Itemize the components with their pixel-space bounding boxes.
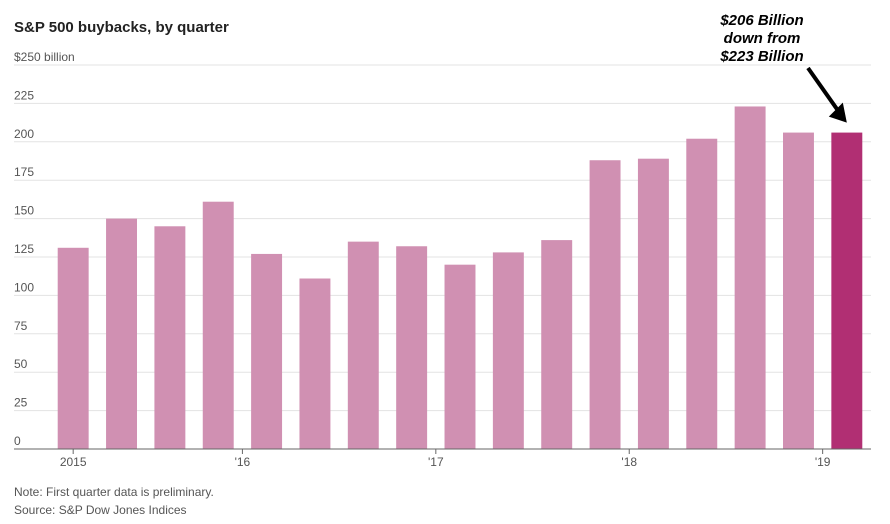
y-tick-label: 200 — [14, 127, 34, 141]
bar — [589, 160, 621, 449]
x-tick-label: '16 — [235, 455, 251, 469]
annotation: down from — [724, 30, 801, 47]
bar — [831, 132, 863, 450]
bar — [686, 138, 718, 449]
y-tick-label: 100 — [14, 280, 34, 294]
x-tick-label: '17 — [428, 455, 444, 469]
y-tick-label: $250 billion — [14, 50, 75, 64]
y-tick-label: 0 — [14, 434, 21, 448]
source: Source: S&P Dow Jones Indices — [14, 503, 187, 517]
x-tick-label: '19 — [815, 455, 831, 469]
annotation-arrow — [806, 66, 843, 116]
y-tick-label: 50 — [14, 357, 28, 371]
annotation: $206 Billion — [719, 12, 803, 29]
y-tick-label: 225 — [14, 88, 34, 102]
y-tick-label: 125 — [14, 242, 34, 256]
bar — [347, 241, 379, 449]
y-tick-label: 150 — [14, 204, 34, 218]
x-tick-label: '18 — [621, 455, 637, 469]
bar — [734, 106, 766, 450]
bar — [444, 264, 476, 449]
chart-title: S&P 500 buybacks, by quarter — [14, 19, 229, 36]
bar — [396, 246, 428, 449]
x-tick-label: 2015 — [60, 455, 87, 469]
bar — [202, 201, 234, 449]
note: Note: First quarter data is preliminary. — [14, 485, 214, 499]
bar — [782, 132, 814, 450]
y-tick-label: 175 — [14, 165, 34, 179]
bar — [299, 278, 331, 449]
annotation: $223 Billion — [719, 48, 803, 65]
bar — [57, 247, 89, 449]
bar — [106, 218, 138, 449]
bar — [492, 252, 524, 449]
annotation-arrowhead — [828, 102, 847, 123]
y-tick-label: 75 — [14, 319, 28, 333]
y-tick-label: 25 — [14, 396, 28, 410]
bar — [541, 240, 573, 449]
bar — [154, 226, 186, 449]
bar — [637, 158, 669, 450]
bar — [251, 253, 283, 449]
